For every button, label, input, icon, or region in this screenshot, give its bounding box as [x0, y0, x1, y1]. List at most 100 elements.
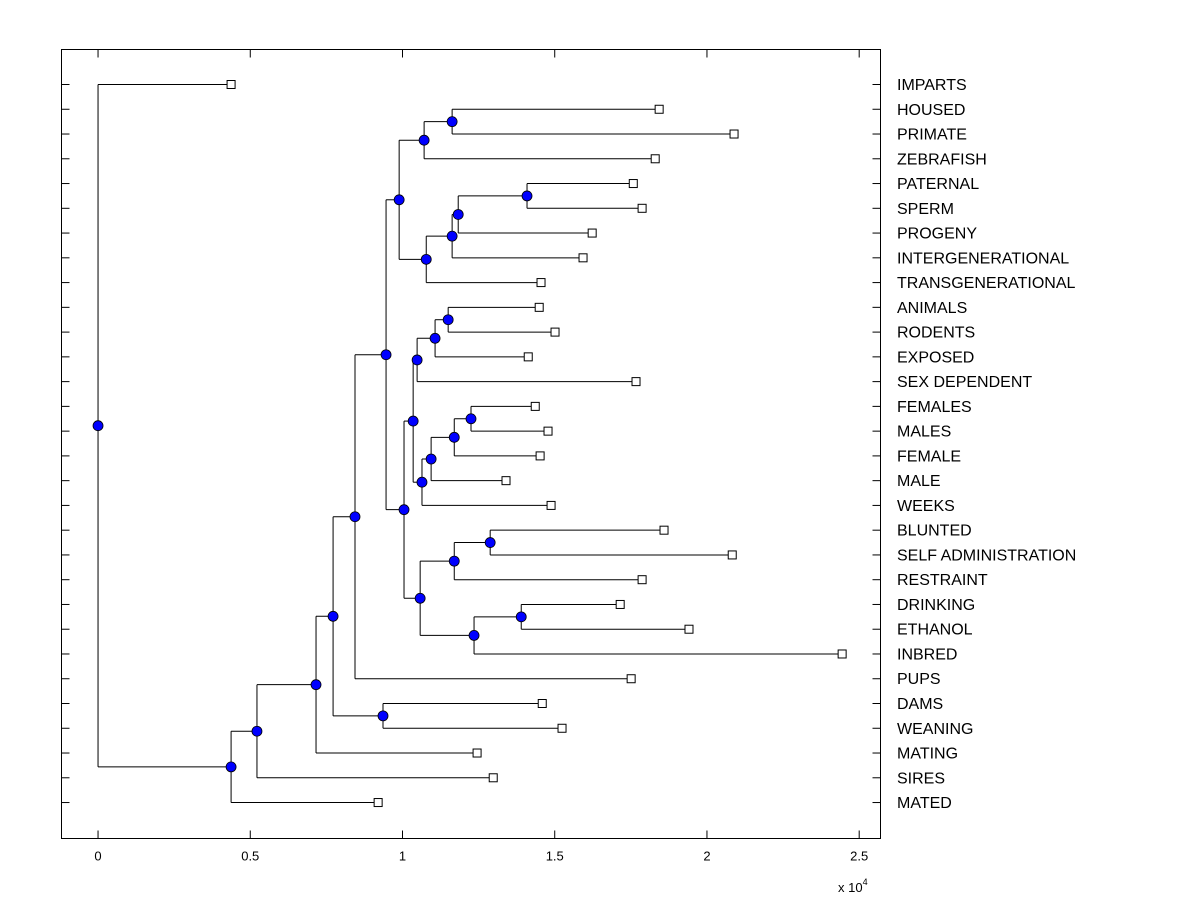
cluster-node	[418, 134, 430, 146]
x-multiplier-exponent: 4	[863, 877, 868, 887]
leaf-marker	[550, 327, 560, 337]
leaf-label: SPERM	[897, 201, 954, 218]
leaf-marker	[587, 228, 597, 238]
cluster-node	[327, 610, 339, 622]
leaf-marker	[631, 377, 641, 387]
cluster-node	[310, 679, 322, 691]
leaf-marker	[578, 253, 588, 263]
leaf-label: ANIMALS	[897, 300, 967, 317]
leaf-label: PATERNAL	[897, 176, 979, 193]
leaf-marker	[729, 129, 739, 139]
cluster-node	[416, 476, 428, 488]
x-tick-label: 2.5	[850, 849, 868, 864]
leaf-marker	[472, 748, 482, 758]
cluster-node	[484, 537, 496, 548]
cluster-node	[414, 592, 426, 604]
leaf-marker	[488, 773, 498, 783]
leaf-marker	[615, 599, 625, 609]
leaf-label: PUPS	[897, 671, 941, 688]
leaf-marker	[537, 699, 547, 708]
leaf-label: MALES	[897, 424, 951, 441]
cluster-node	[380, 349, 392, 361]
leaf-label: IMPARTS	[897, 77, 967, 94]
leaf-label: MATED	[897, 795, 952, 812]
leaf-label: DRINKING	[897, 597, 975, 614]
leaf-label: INBRED	[897, 646, 957, 663]
x-tick-label: 0	[94, 849, 101, 864]
cluster-node	[92, 420, 104, 432]
leaf-marker	[530, 401, 540, 411]
leaf-label: TRANSGENERATIONAL	[897, 275, 1076, 292]
cluster-node	[349, 511, 361, 523]
leaf-label: ETHANOL	[897, 622, 973, 639]
cluster-node	[515, 611, 527, 623]
cluster-node	[465, 413, 477, 425]
cluster-node	[407, 415, 419, 427]
leaf-marker	[727, 550, 737, 560]
leaf-label: FEMALE	[897, 448, 961, 465]
leaf-label: RESTRAINT	[897, 572, 988, 589]
leaf-labels: IMPARTS HOUSED PRIMATE ZEBRAFISH PATERNAL SPE…	[897, 77, 1076, 812]
leaf-label: ZEBRAFISH	[897, 151, 987, 168]
leaf-label: FEMALES	[897, 399, 972, 416]
cluster-node	[448, 431, 460, 443]
leaf-marker	[535, 451, 545, 461]
leaf-marker	[659, 525, 669, 535]
leaf-marker	[543, 426, 553, 436]
leaf-marker	[650, 154, 660, 164]
leaf-label: MATING	[897, 746, 958, 763]
leaf-marker	[536, 278, 546, 288]
cluster-node	[398, 504, 410, 516]
x-multiplier-label: x 104	[838, 877, 868, 895]
leaf-marker	[626, 674, 636, 684]
leaf-label: MALE	[897, 473, 941, 490]
cluster-node	[442, 314, 454, 326]
leaf-marker	[684, 624, 694, 634]
leaf-label: PROGENY	[897, 226, 977, 243]
x-tick-label: 0.5	[241, 849, 259, 864]
cluster-node	[377, 710, 389, 722]
leaf-marker	[226, 80, 236, 89]
cluster-node	[225, 761, 237, 773]
cluster-node	[251, 725, 263, 737]
leaf-label: SELF ADMINISTRATION	[897, 547, 1076, 564]
x-tick-label: 1	[399, 849, 406, 864]
plot-area-frame	[61, 49, 881, 839]
axis-ticks: 0 0.5 1 1.5 2 2.5	[61, 49, 881, 864]
cluster-node	[521, 190, 533, 202]
cluster-node	[393, 194, 405, 206]
leaf-marker	[534, 302, 544, 312]
leaf-marker	[557, 723, 567, 733]
cluster-node	[468, 630, 480, 641]
leaf-label: WEEKS	[897, 498, 955, 515]
leaf-marker	[523, 352, 533, 362]
leaf-marker	[654, 104, 664, 114]
leaf-label: SEX DEPENDENT	[897, 374, 1032, 391]
leaf-label: BLUNTED	[897, 523, 972, 540]
cluster-node	[411, 354, 423, 366]
leaf-marker	[637, 203, 647, 213]
cluster-node	[448, 555, 460, 567]
cluster-node	[446, 230, 458, 242]
leaf-marker	[373, 798, 383, 808]
leaf-marker	[501, 476, 511, 486]
leaf-marker	[637, 575, 647, 585]
cluster-node	[452, 209, 464, 220]
cluster-node	[446, 116, 458, 128]
leaf-label: PRIMATE	[897, 127, 967, 144]
dendrogram-nodes	[92, 80, 847, 808]
leaf-label: EXPOSED	[897, 349, 974, 366]
leaf-marker	[628, 179, 638, 189]
cluster-node	[425, 453, 437, 465]
leaf-label: DAMS	[897, 696, 943, 713]
leaf-label: WEANING	[897, 721, 973, 738]
x-tick-label: 2	[703, 849, 710, 864]
cluster-node	[429, 332, 441, 344]
leaf-label: SIRES	[897, 770, 945, 787]
leaf-label: RODENTS	[897, 325, 975, 342]
leaf-marker	[837, 649, 847, 659]
cluster-node	[420, 253, 432, 265]
x-tick-label: 1.5	[546, 849, 564, 864]
leaf-label: HOUSED	[897, 102, 965, 119]
